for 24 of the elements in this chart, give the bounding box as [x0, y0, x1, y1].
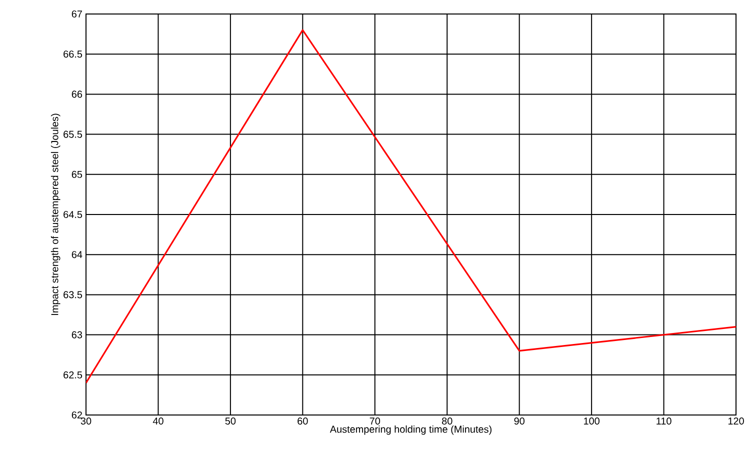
y-tick-label: 64: [72, 251, 82, 258]
x-tick-label: 100: [584, 418, 600, 425]
x-tick-label: 90: [514, 418, 524, 425]
y-axis-title: Impact strength of austempered steel (Joules): [50, 114, 60, 315]
line-series: [86, 29, 736, 384]
x-tick-label: 70: [370, 418, 380, 425]
y-tick-label: 66.5: [64, 50, 82, 58]
y-tick-label: 65.5: [64, 130, 82, 138]
x-axis-title: Austempering holding time (Minutes): [330, 425, 492, 435]
y-tick-label: 65: [72, 170, 82, 178]
y-tick-label: 63.5: [64, 291, 82, 298]
x-tick-label: 120: [728, 418, 744, 425]
x-tick-label: 30: [80, 418, 92, 425]
x-tick-label: 60: [298, 418, 308, 425]
x-tick-label: 80: [442, 418, 452, 425]
y-tick-label: 64.5: [64, 210, 82, 218]
y-tick-label: 62.5: [64, 371, 82, 378]
x-tick-label: 110: [656, 418, 672, 425]
y-tick-label: 67: [72, 10, 82, 18]
y-tick-label: 62: [72, 411, 82, 419]
y-tick-label: 66: [72, 90, 82, 98]
x-tick-label: 50: [225, 418, 236, 425]
y-tick-label: 63: [72, 331, 82, 338]
x-tick-label: 40: [152, 418, 164, 425]
